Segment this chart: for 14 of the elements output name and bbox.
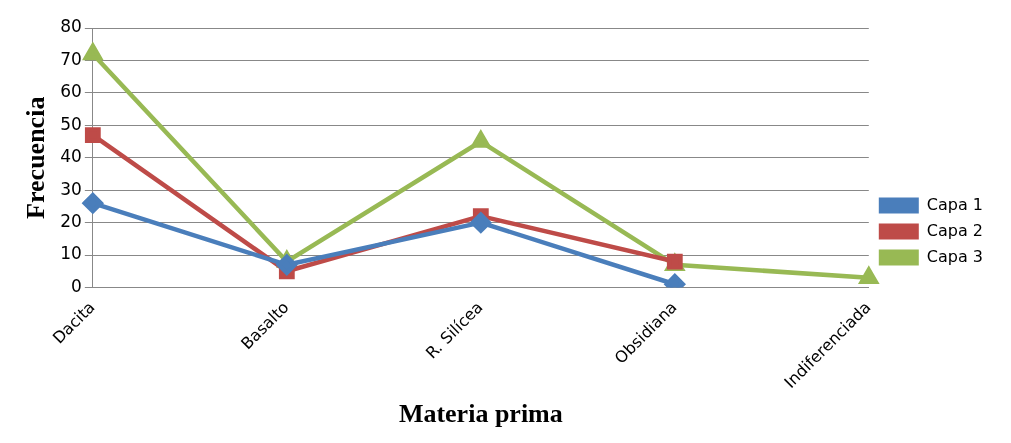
y-tick-label: 30 [60,178,82,199]
y-tick-label: 0 [71,275,82,296]
x-axis-title: Materia prima [398,399,563,429]
y-tick-label: 70 [60,48,82,69]
legend-label: Capa 3 [926,246,983,266]
legend-label: Capa 1 [926,194,983,214]
y-tick-label: 60 [60,81,82,102]
y-tick-label: 20 [60,211,82,232]
y-tick-label: 50 [60,113,82,134]
y-tick-label: 10 [60,243,82,264]
y-tick-label: 80 [60,16,82,37]
legend-label: Capa 2 [926,220,983,240]
y-tick-label: 40 [60,146,82,167]
y-axis-title: Frecuencia [21,96,51,219]
